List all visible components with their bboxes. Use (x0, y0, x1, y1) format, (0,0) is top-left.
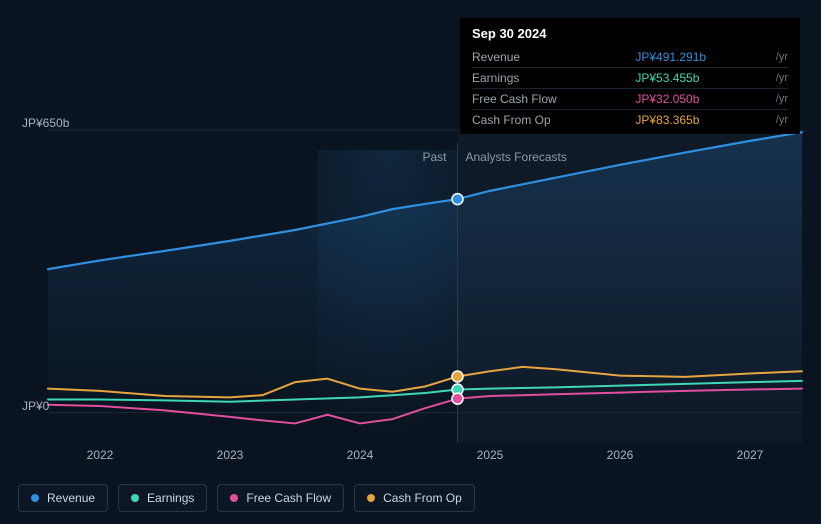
x-axis-label: 2025 (477, 448, 504, 462)
legend-item-label: Cash From Op (383, 491, 462, 505)
x-axis-label: 2022 (87, 448, 114, 462)
x-axis-label: 2023 (217, 448, 244, 462)
legend-item[interactable]: Free Cash Flow (217, 484, 344, 512)
legend-item-label: Revenue (47, 491, 95, 505)
tooltip-row-label: Cash From Op (472, 110, 635, 131)
tooltip-row-unit: /yr (772, 47, 788, 68)
x-axis-label: 2024 (347, 448, 374, 462)
marker-dot-revenue (452, 194, 463, 205)
tooltip-row: Cash From OpJP¥83.365b/yr (472, 110, 788, 131)
legend: Revenue Earnings Free Cash Flow Cash From O… (18, 484, 475, 512)
tooltip-row: Free Cash FlowJP¥32.050b/yr (472, 89, 788, 110)
legend-item-label: Free Cash Flow (246, 491, 331, 505)
legend-dot-icon (31, 494, 39, 502)
tooltip-row-label: Earnings (472, 68, 635, 89)
tooltip-row-value: JP¥83.365b (635, 110, 771, 131)
legend-dot-icon (131, 494, 139, 502)
tooltip-row-label: Free Cash Flow (472, 89, 635, 110)
tooltip-row-value: JP¥53.455b (635, 68, 771, 89)
tooltip-date: Sep 30 2024 (472, 26, 788, 41)
x-axis-label: 2026 (607, 448, 634, 462)
y-axis-label: JP¥0 (22, 399, 49, 413)
tooltip-row-unit: /yr (772, 68, 788, 89)
legend-dot-icon (367, 494, 375, 502)
legend-dot-icon (230, 494, 238, 502)
section-label-past: Past (423, 150, 447, 164)
marker-dot-fcf (452, 393, 463, 404)
tooltip-row: RevenueJP¥491.291b/yr (472, 47, 788, 68)
tooltip-row-value: JP¥491.291b (635, 47, 771, 68)
tooltip-row-value: JP¥32.050b (635, 89, 771, 110)
x-axis-label: 2027 (737, 448, 764, 462)
tooltip-row-label: Revenue (472, 47, 635, 68)
legend-item[interactable]: Revenue (18, 484, 108, 512)
legend-item[interactable]: Cash From Op (354, 484, 475, 512)
section-label-forecast: Analysts Forecasts (466, 150, 567, 164)
legend-item[interactable]: Earnings (118, 484, 207, 512)
marker-dot-cfo (452, 371, 463, 382)
tooltip-row: EarningsJP¥53.455b/yr (472, 68, 788, 89)
tooltip-row-unit: /yr (772, 110, 788, 131)
chart-container: JP¥650b JP¥0 2022 2023 2024 2025 2026 2027 Pas… (0, 0, 821, 524)
legend-item-label: Earnings (147, 491, 194, 505)
tooltip-table: RevenueJP¥491.291b/yrEarningsJP¥53.455b/… (472, 47, 788, 130)
tooltip-row-unit: /yr (772, 89, 788, 110)
y-axis-label: JP¥650b (22, 116, 69, 130)
tooltip: Sep 30 2024 RevenueJP¥491.291b/yrEarning… (460, 18, 800, 134)
